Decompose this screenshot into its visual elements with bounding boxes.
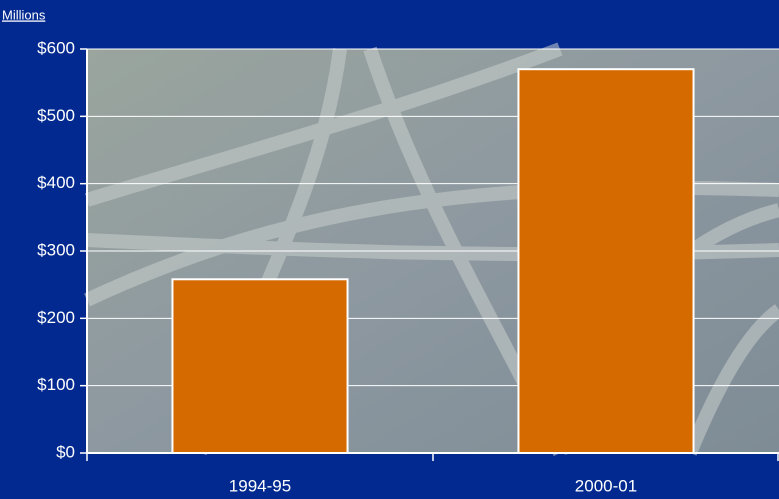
bar	[171, 278, 349, 454]
y-tick-label: $300	[37, 240, 75, 259]
y-tick-label: $0	[56, 442, 75, 461]
x-tick-label: 2000-01	[575, 476, 637, 495]
y-tick-label: $600	[37, 38, 75, 57]
x-tick-label: 1994-95	[229, 476, 291, 495]
plot: $0 $100 $200 $300 $400 $500 $600 1994-95 2000-01	[37, 38, 779, 495]
bar	[517, 68, 695, 454]
y-tick-label: $100	[37, 375, 75, 394]
y-axis-label: Millions	[2, 7, 46, 22]
y-tick-label: $400	[37, 173, 75, 192]
y-tick-label: $500	[37, 106, 75, 125]
y-tick-label: $200	[37, 308, 75, 327]
